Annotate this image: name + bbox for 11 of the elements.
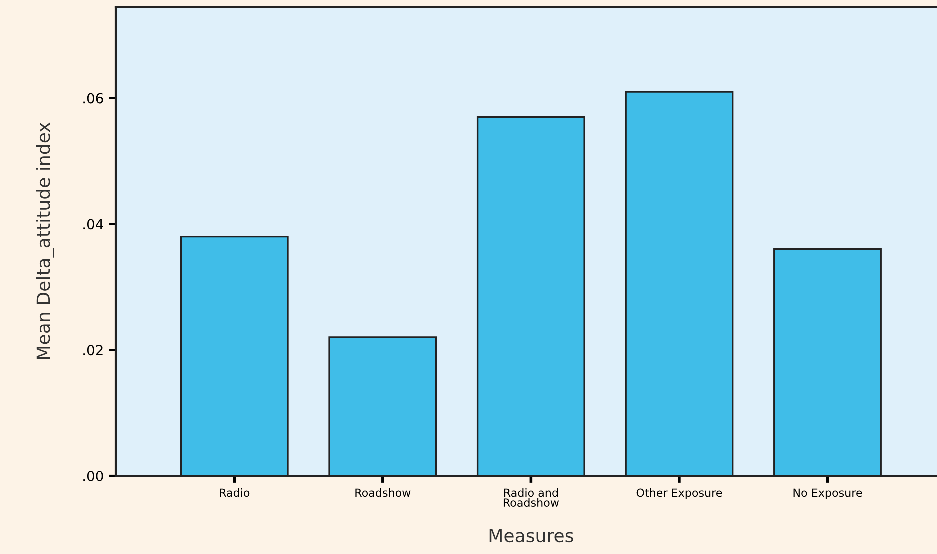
x-tick-label: Other Exposure	[636, 488, 722, 500]
x-axis-title: Measures	[490, 529, 574, 543]
y-tick-label: .02	[84, 345, 103, 356]
x-tick-label: Roadshow	[356, 488, 411, 498]
y-tick-label: .04	[84, 219, 104, 230]
x-tick-label: Radio	[220, 488, 250, 498]
y-tick-label: .06	[84, 93, 104, 104]
x-tick-label: Radio and Roadshow	[504, 488, 560, 508]
y-tick-label: .00	[84, 470, 104, 482]
y-axis-title: Mean Delta_attitude index	[36, 122, 54, 360]
x-tick-label: No Exposure	[794, 488, 862, 500]
